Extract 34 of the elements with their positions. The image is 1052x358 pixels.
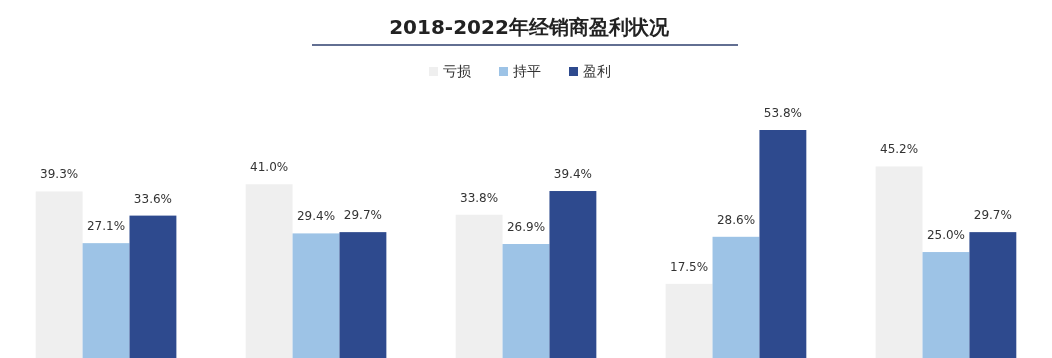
bar (665, 283, 713, 358)
bar (875, 166, 923, 358)
data-label: 25.0% (926, 228, 966, 243)
legend-label: 亏损 (443, 63, 471, 79)
data-label: 17.5% (670, 259, 709, 274)
data-label: 39.4% (553, 167, 592, 182)
bar (712, 236, 760, 358)
bar (549, 191, 597, 358)
bar (129, 215, 177, 358)
legend-label: 持平 (513, 63, 541, 79)
data-label: 33.6% (133, 191, 172, 206)
bar (245, 184, 293, 358)
data-label: 39.3% (40, 167, 79, 182)
bar (455, 214, 503, 358)
data-label: 33.8% (460, 190, 499, 205)
bar (922, 252, 970, 358)
bar (82, 243, 130, 358)
data-label: 29.7% (343, 208, 382, 223)
data-label: 29.4% (296, 209, 336, 224)
data-label: 41.0% (250, 160, 289, 175)
chart-title: 2018-2022年经销商盈利状况 (389, 15, 670, 39)
bar (35, 191, 83, 358)
data-label: 53.8% (763, 106, 802, 120)
bar (292, 233, 340, 358)
bar (502, 244, 550, 358)
bar (969, 232, 1017, 358)
bar (759, 130, 807, 358)
data-label: 26.9% (506, 220, 546, 234)
legend-label: 盈利 (583, 63, 611, 79)
data-label: 45.2% (880, 142, 919, 157)
data-label: 28.6% (716, 212, 756, 227)
data-label: 29.7% (973, 208, 1012, 223)
bar (339, 232, 387, 358)
data-label: 27.1% (86, 219, 126, 234)
